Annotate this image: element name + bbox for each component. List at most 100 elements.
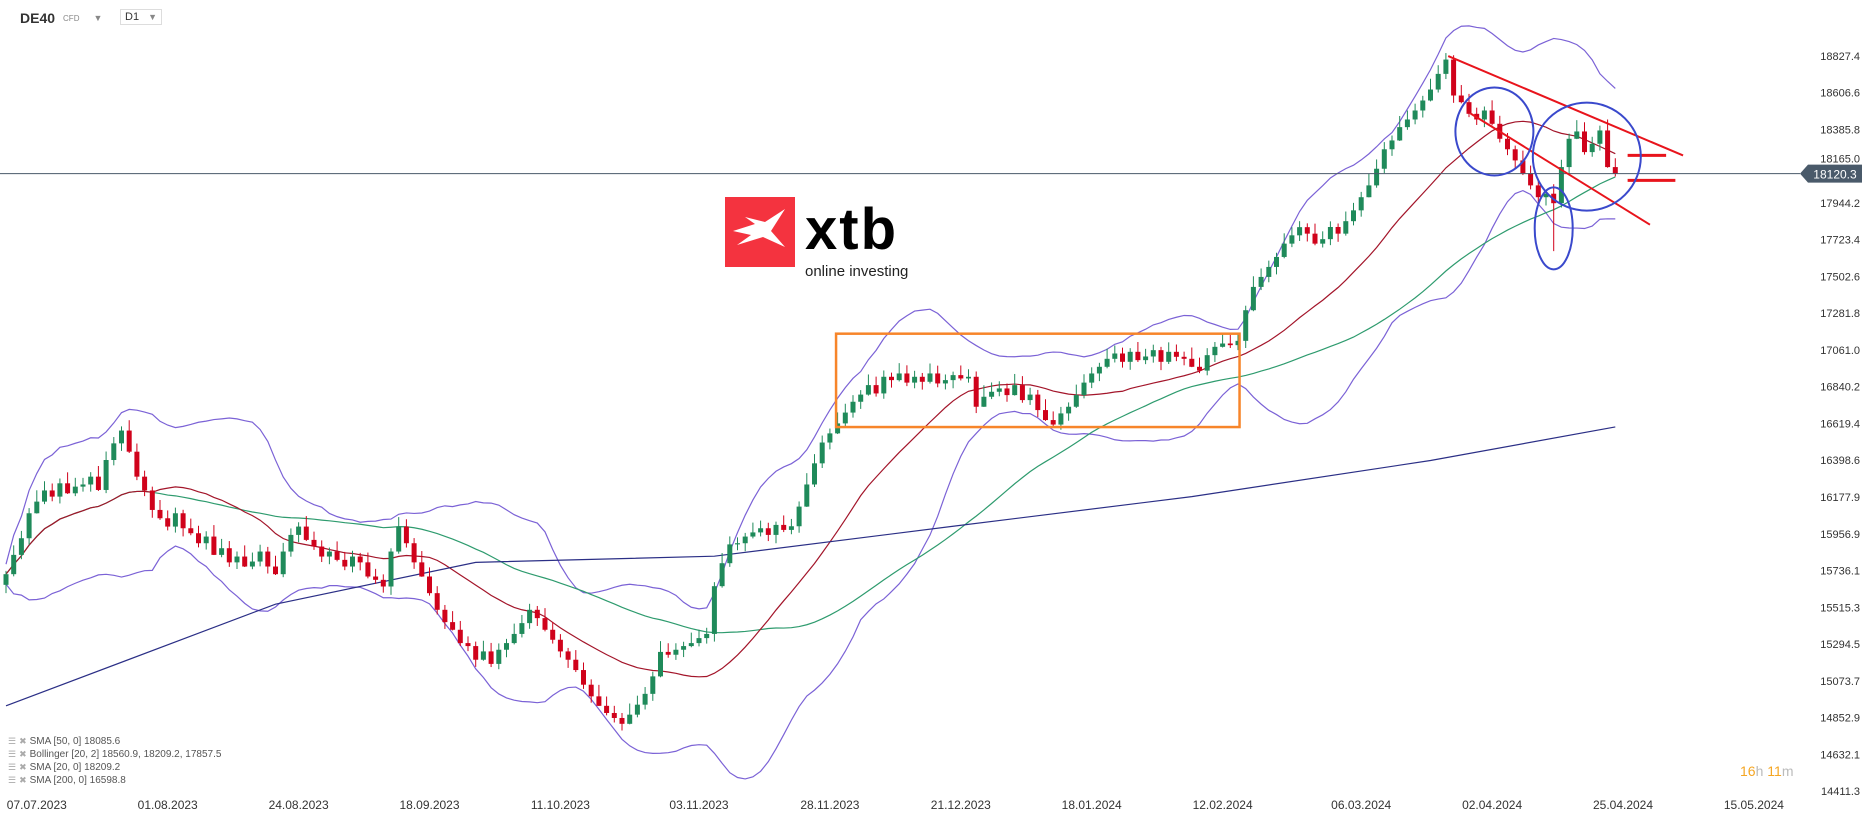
candle-body [57, 483, 63, 497]
candle-body [488, 651, 494, 664]
candle-body [1566, 138, 1572, 168]
candle-countdown: 16h 11m [1740, 763, 1793, 779]
candle-body [1089, 373, 1095, 383]
candle-body [788, 526, 794, 530]
candle-body [1605, 130, 1611, 168]
candle-body [812, 463, 817, 485]
candle-body [434, 593, 440, 610]
candle-body [1351, 210, 1356, 222]
upper-trendline-annotation [1447, 55, 1684, 157]
candle-body [658, 651, 663, 677]
candle-body [534, 609, 540, 619]
close-icon[interactable]: ✖ [19, 749, 27, 759]
x-tick-label: 01.08.2023 [138, 798, 198, 812]
candle-body [758, 528, 764, 533]
candle-body [1505, 138, 1510, 150]
y-tick-label: 17723.4 [1820, 235, 1860, 247]
candle-body [1589, 143, 1595, 153]
chevron-down-icon[interactable]: ▼ [148, 12, 157, 22]
candle-body [735, 543, 740, 545]
candle-body [234, 556, 240, 563]
legend-item-bollinger: ☰ ✖ Bollinger [20, 2] 18560.9, 18209.2, 17… [8, 748, 221, 761]
candle-body [265, 551, 271, 567]
candle-body [480, 651, 486, 660]
y-tick-label: 15294.5 [1820, 639, 1860, 651]
candle-body [34, 501, 40, 514]
candle-body [1404, 119, 1410, 128]
candle-body [865, 385, 871, 395]
chevron-down-icon[interactable]: ▼ [93, 13, 103, 23]
x-tick-label: 12.02.2024 [1193, 798, 1253, 812]
logo-tagline: online investing [805, 263, 909, 280]
candle-body [696, 638, 702, 644]
candle-body [858, 394, 864, 402]
logo-brand: xtb [805, 197, 898, 262]
candle-body [1335, 226, 1341, 234]
candle-body [596, 696, 602, 706]
candle-body [373, 576, 379, 580]
candle-body [357, 556, 363, 563]
symbol-selector[interactable]: DE40 CFD ▼ [20, 10, 102, 26]
candle-body [1012, 385, 1018, 396]
settings-icon[interactable]: ☰ [8, 775, 17, 785]
candle-body [1389, 140, 1395, 150]
candle-body [665, 651, 671, 655]
candle-body [11, 554, 17, 575]
candle-body [3, 574, 9, 585]
candle-body [273, 566, 278, 575]
legend-item-sma200: ☰ ✖ SMA [200, 0] 16598.8 [8, 774, 221, 787]
x-tick-label: 21.12.2023 [931, 798, 991, 812]
candle-body [912, 376, 918, 383]
logo-x-icon [733, 209, 785, 247]
candle-body [1266, 266, 1272, 277]
candle-body [942, 380, 948, 384]
candle-body [42, 490, 47, 502]
candle-body [1435, 73, 1441, 90]
candle-body [1243, 310, 1249, 341]
candle-body [773, 524, 779, 535]
candle-body [550, 629, 556, 640]
candle-body [611, 712, 617, 718]
bollinger-upper-band [5, 25, 1616, 610]
settings-icon[interactable]: ☰ [8, 749, 17, 759]
candle-body [919, 376, 925, 382]
candle-body [1027, 394, 1033, 401]
candle-body [896, 373, 902, 381]
y-tick-label: 14411.3 [1821, 786, 1860, 798]
candle-body [1281, 243, 1287, 257]
close-icon[interactable]: ✖ [19, 762, 27, 772]
candle-body [573, 659, 579, 671]
candle-body [88, 476, 94, 485]
candle-body [326, 551, 332, 557]
candle-body [973, 376, 979, 407]
timeframe-select[interactable]: D1 ▼ [120, 9, 162, 25]
y-tick-label: 15515.3 [1820, 602, 1860, 614]
candle-body [1304, 227, 1310, 234]
candle-body [134, 451, 140, 477]
close-icon[interactable]: ✖ [19, 775, 27, 785]
current-price-tag [1800, 164, 1862, 183]
lower-trendline-annotation [1470, 112, 1651, 226]
candle-body [280, 551, 286, 575]
candle-body [989, 391, 995, 397]
candle-body [142, 476, 148, 491]
settings-icon[interactable]: ☰ [8, 736, 17, 746]
candle-body [742, 536, 748, 544]
candle-body [95, 476, 101, 490]
candle-body [226, 548, 232, 563]
close-icon[interactable]: ✖ [19, 736, 27, 746]
legend-label: SMA [20, 0] 18209.2 [29, 762, 121, 773]
candle-body [1250, 286, 1256, 311]
legend-label: Bollinger [20, 2] 18560.9, 18209.2, 1785… [29, 749, 222, 760]
timeframe-value: D1 [125, 11, 140, 23]
x-tick-label: 06.03.2024 [1331, 798, 1391, 812]
xtb-logo: xtb online investing [725, 197, 908, 281]
candle-body [1327, 226, 1333, 240]
candle-body [1428, 89, 1433, 101]
candle-body [1558, 167, 1564, 204]
candle-body [750, 532, 756, 537]
candle-body [950, 375, 956, 381]
candle-body [419, 562, 425, 577]
settings-icon[interactable]: ☰ [8, 762, 17, 772]
